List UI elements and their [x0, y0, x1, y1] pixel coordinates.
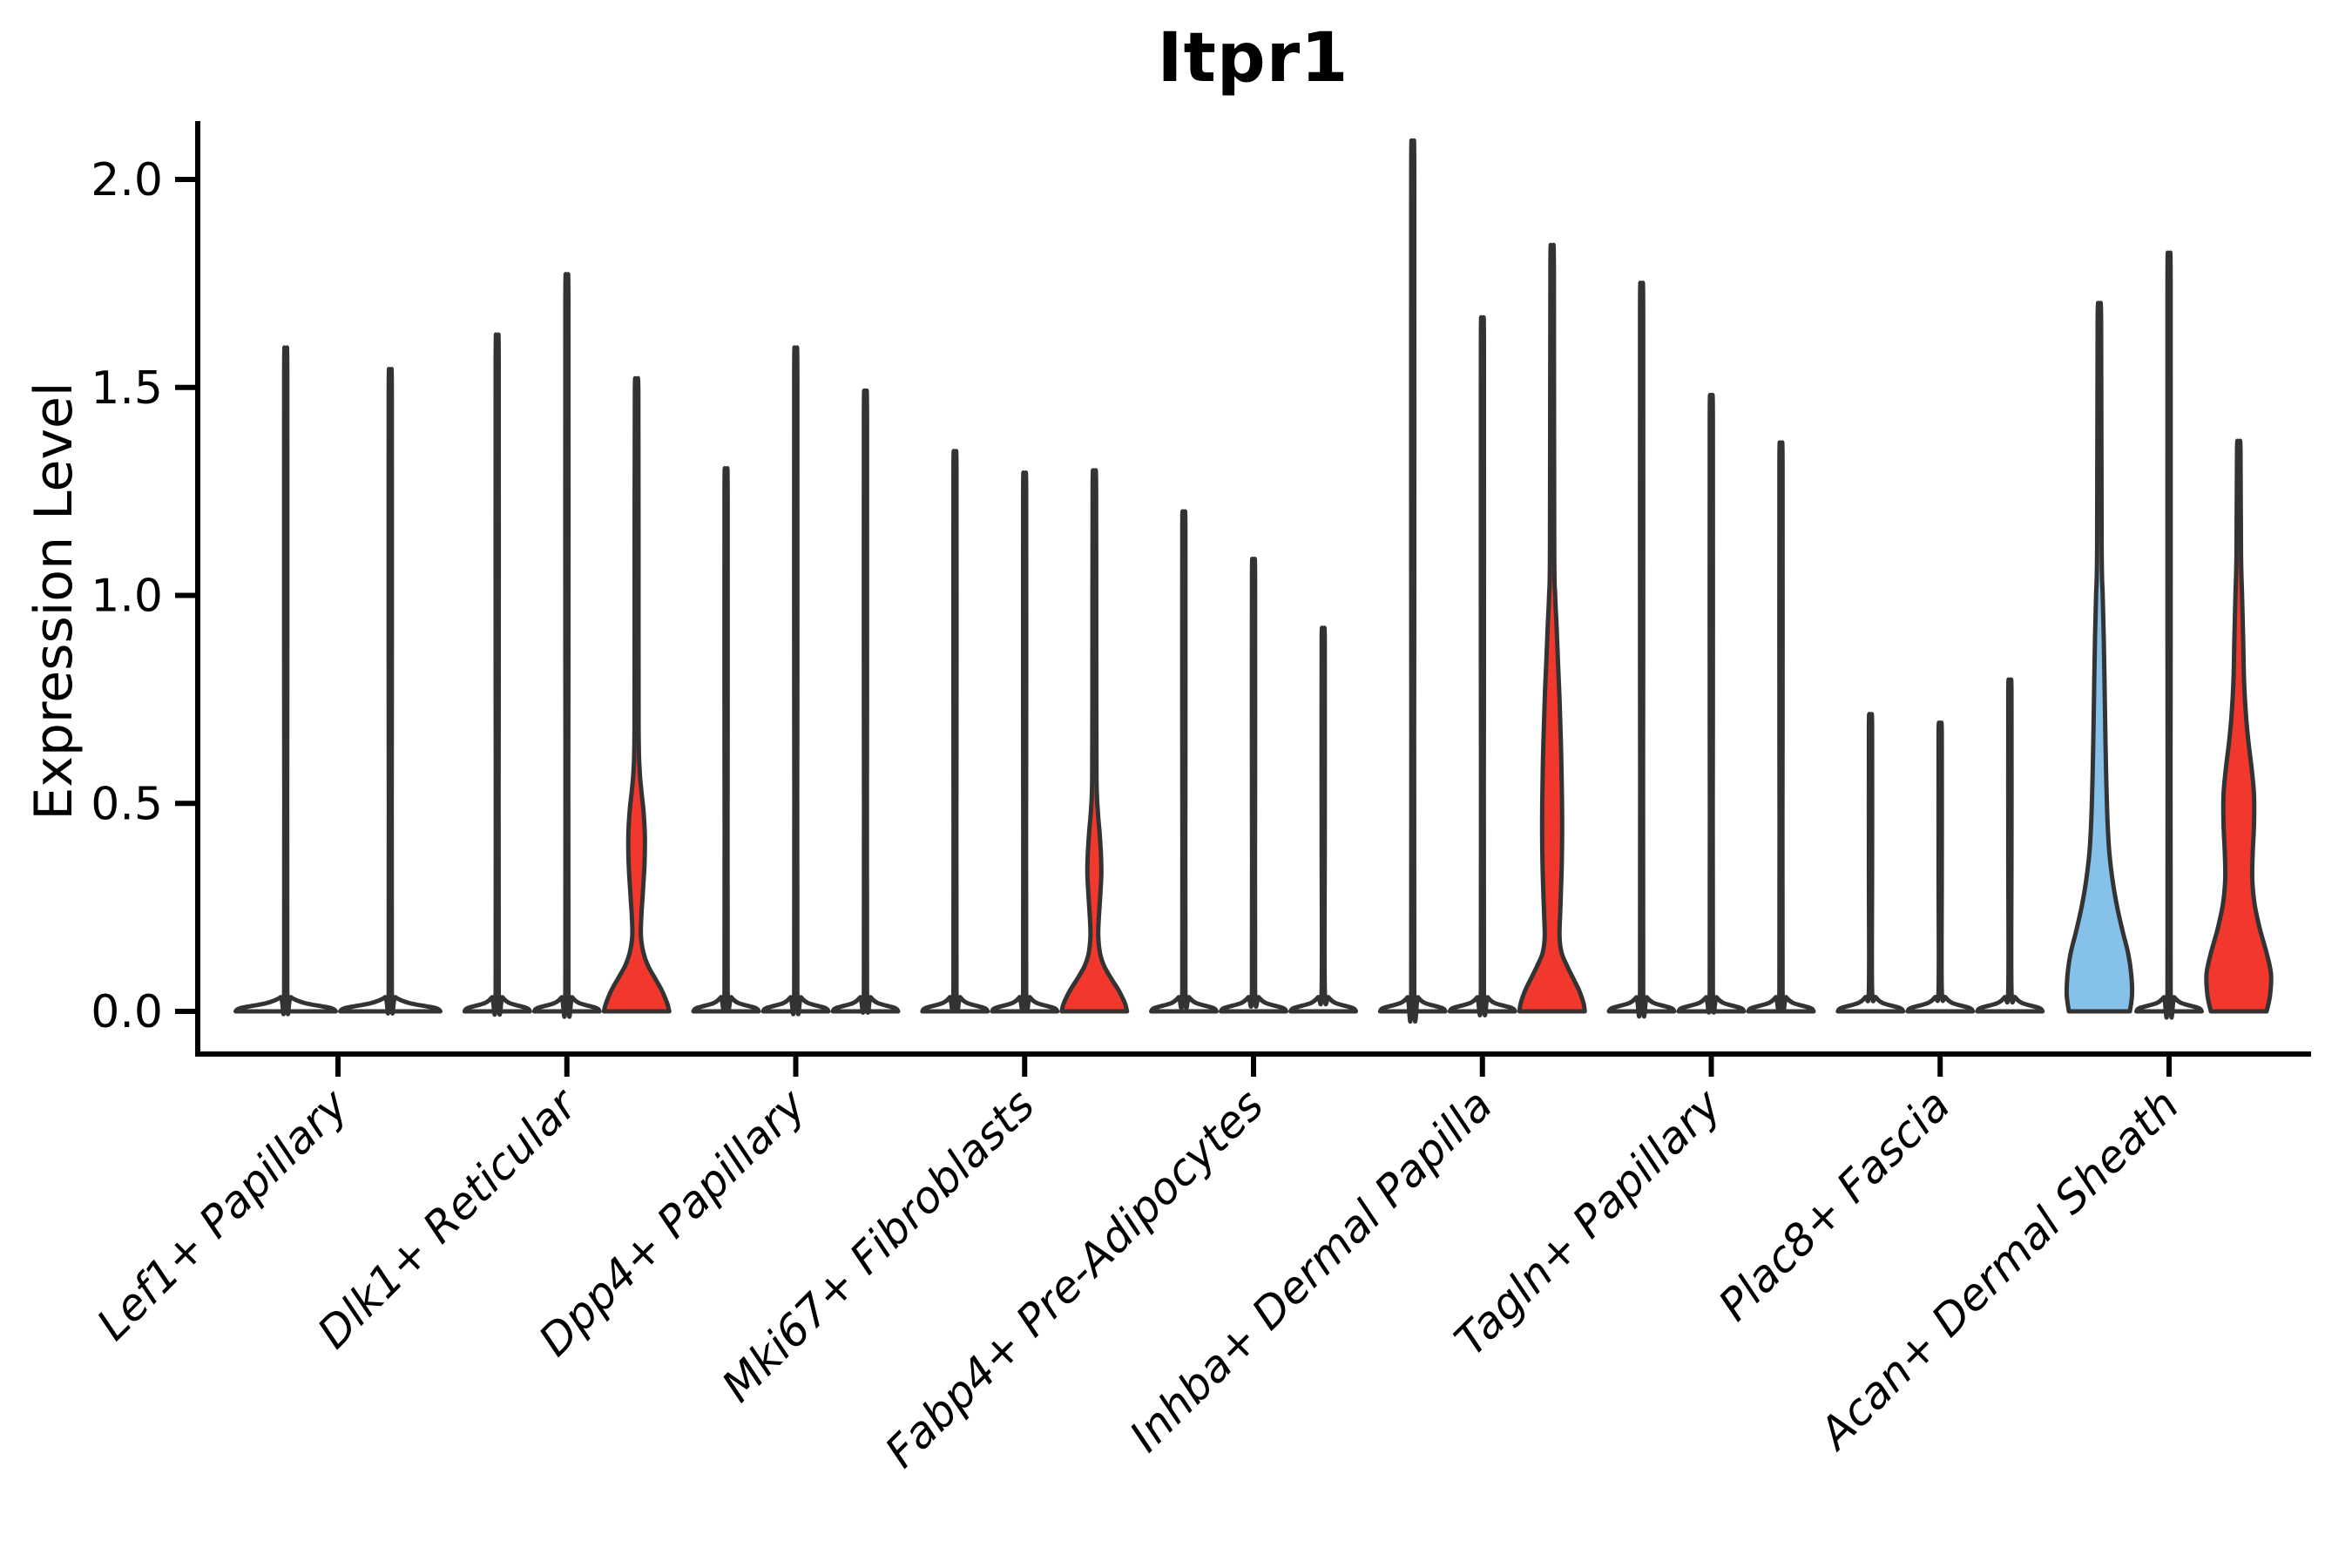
x-category-label: Plac8+ Fascia [1709, 1079, 1960, 1330]
violin [531, 272, 602, 1019]
violin [1377, 139, 1448, 1024]
violin [1517, 242, 1587, 1014]
violin-group-8 [1835, 677, 2045, 1014]
violin [1835, 712, 1906, 1014]
violin [691, 466, 761, 1014]
x-category-label: Inhba+ Dermal Papilla [1120, 1079, 1502, 1461]
y-tick-label: 0.5 [91, 778, 163, 830]
y-tick-label: 2.0 [91, 154, 163, 206]
violin-group-9 [2064, 250, 2274, 1020]
x-category-label: Acan+ Dermal Sheath [1808, 1079, 2189, 1460]
violin-group-4 [920, 449, 1130, 1014]
violin [601, 375, 672, 1014]
violin [1746, 440, 1816, 1014]
violin [2064, 301, 2135, 1014]
y-tick-label: 1.5 [91, 362, 163, 415]
violin-group-5 [1149, 509, 1358, 1014]
violin [1219, 557, 1288, 1014]
violin [462, 332, 532, 1017]
violin [1059, 468, 1130, 1014]
violin [1975, 677, 2045, 1014]
chart-title: Itpr1 [1157, 19, 1349, 98]
violin [1288, 625, 1358, 1014]
violin [1676, 392, 1747, 1015]
violin-group-1 [233, 345, 443, 1017]
violin [1149, 509, 1219, 1014]
violin [2204, 438, 2274, 1014]
x-category-label: Lef1+ Papillary [87, 1078, 358, 1349]
violin [1905, 720, 1976, 1014]
violin [830, 388, 901, 1015]
violin-group-2 [462, 272, 672, 1019]
violin [1447, 314, 1517, 1017]
x-category-label: Fabp4+ Pre-Adipocytes [875, 1079, 1274, 1477]
violin [760, 345, 831, 1017]
y-tick-label: 0.0 [91, 986, 163, 1038]
violin [990, 470, 1060, 1014]
violin [233, 345, 338, 1017]
violin-group-6 [1377, 139, 1587, 1024]
violin [920, 449, 990, 1014]
violin [338, 367, 443, 1016]
axes [195, 121, 2311, 1057]
violin [2134, 250, 2204, 1020]
y-tick-label: 1.0 [91, 571, 163, 623]
violin-group-3 [691, 345, 901, 1017]
violin-group-7 [1606, 280, 1816, 1019]
violin [1606, 280, 1677, 1019]
